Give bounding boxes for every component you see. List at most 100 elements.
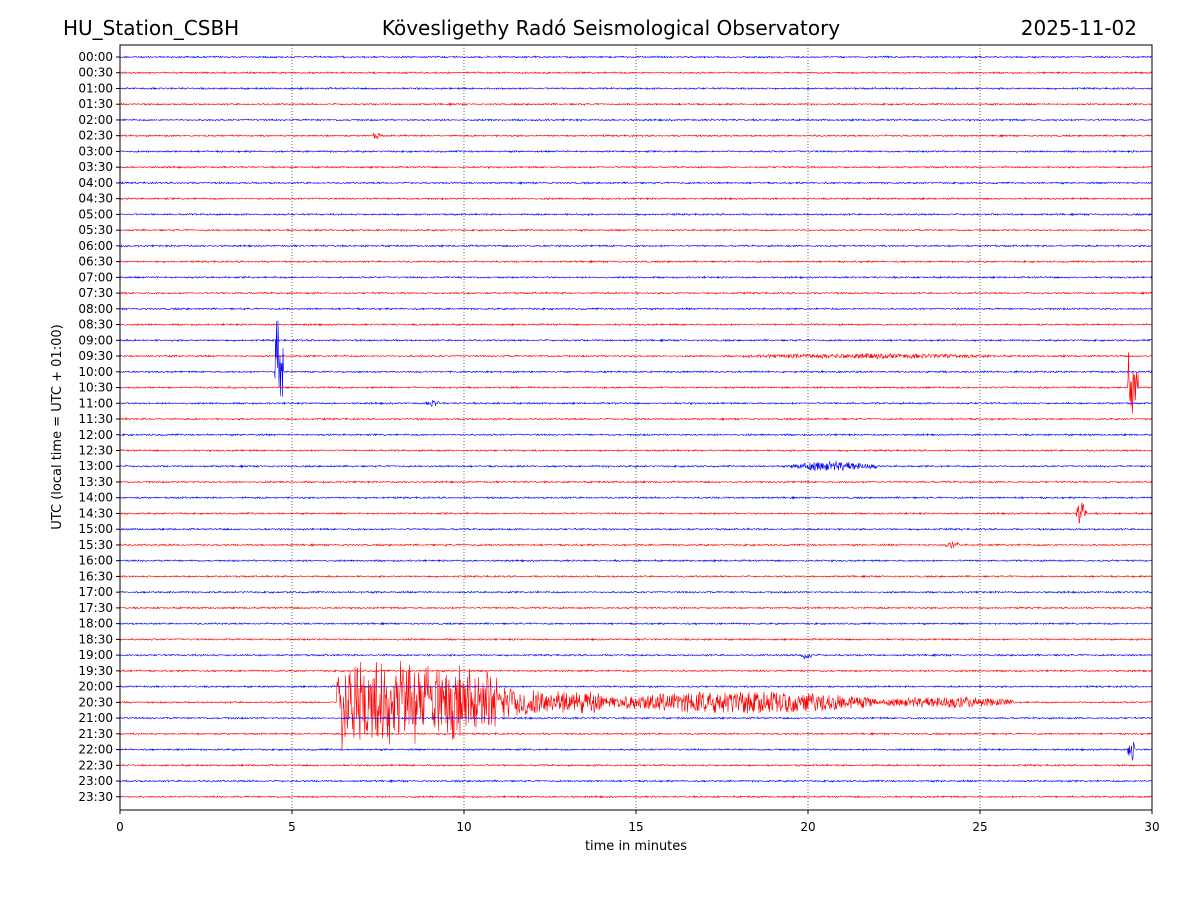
y-tick-label: 18:00: [78, 617, 113, 631]
trace-1130: [119, 417, 1153, 422]
trace-1100: [119, 399, 1152, 407]
trace-0200: [119, 117, 1153, 122]
y-tick-label: 09:00: [78, 333, 113, 347]
y-tick-label: 00:30: [78, 66, 113, 80]
y-tick-label: 10:00: [78, 365, 113, 379]
y-tick-label: 06:30: [78, 255, 113, 269]
trace-1730: [119, 606, 1153, 610]
trace-2000: [119, 684, 1153, 689]
y-tick-label: 20:00: [78, 680, 113, 694]
trace-1930: [119, 668, 1153, 673]
y-tick-label: 20:30: [78, 695, 113, 709]
y-tick-label: 04:30: [78, 192, 113, 206]
trace-0630: [119, 259, 1153, 264]
y-tick-label: 15:30: [78, 538, 113, 552]
y-tick-label: 13:30: [78, 475, 113, 489]
y-tick-label: 06:00: [78, 239, 113, 253]
y-tick-label: 23:00: [78, 774, 113, 788]
y-tick-label: 05:00: [78, 207, 113, 221]
trace-1300: [119, 460, 1153, 472]
x-tick-label: 25: [972, 820, 987, 834]
y-tick-label: 22:30: [78, 758, 113, 772]
y-tick-label: 08:30: [78, 318, 113, 332]
y-tick-label: 15:00: [78, 522, 113, 536]
y-tick-label: 01:00: [78, 81, 113, 95]
trace-1830: [119, 637, 1153, 642]
y-tick-label: 02:30: [78, 129, 113, 143]
y-tick-label: 01:30: [78, 97, 113, 111]
trace-2200: [119, 741, 1153, 762]
y-tick-label: 19:30: [78, 664, 113, 678]
trace-2330: [119, 794, 1153, 799]
trace-2100: [120, 716, 1153, 721]
trace-1500: [119, 527, 1152, 532]
y-tick-label: 10:30: [78, 381, 113, 395]
trace-2300: [119, 779, 1153, 784]
y-tick-label: 17:30: [78, 601, 113, 615]
trace-0330: [119, 165, 1153, 170]
date-title: 2025-11-02: [1021, 16, 1137, 40]
trace-0530: [119, 228, 1153, 232]
trace-0400: [119, 181, 1153, 186]
y-tick-label: 21:00: [78, 711, 113, 725]
trace-0000: [119, 55, 1153, 59]
y-tick-label: 17:00: [78, 585, 113, 599]
y-tick-label: 02:00: [78, 113, 113, 127]
trace-0230: [119, 132, 1153, 140]
trace-0830: [119, 322, 1153, 327]
y-tick-label: 05:30: [78, 223, 113, 237]
y-tick-label: 03:30: [78, 160, 113, 174]
trace-1700: [119, 590, 1153, 595]
y-tick-label: 03:00: [78, 144, 113, 158]
trace-0730: [119, 291, 1153, 296]
trace-0130: [119, 102, 1153, 107]
trace-0500: [120, 212, 1153, 217]
trace-0300: [119, 149, 1153, 154]
trace-1400: [119, 495, 1153, 500]
trace-0030: [119, 70, 1153, 75]
y-tick-label: 13:00: [78, 459, 113, 473]
trace-0800: [119, 307, 1153, 311]
y-tick-label: 12:00: [78, 428, 113, 442]
y-tick-label: 16:30: [78, 569, 113, 583]
trace-0430: [119, 196, 1153, 201]
x-tick-labels: 0 5 10 15 20 25 30: [116, 810, 1160, 834]
x-tick-label: 10: [456, 820, 471, 834]
y-tick-label: 18:30: [78, 632, 113, 646]
chart-title: Kövesligethy Radó Seismological Observat…: [382, 16, 840, 40]
trace-0600: [119, 243, 1153, 248]
y-tick-label: 11:30: [78, 412, 113, 426]
trace-1600: [119, 558, 1153, 563]
y-tick-label: 22:00: [78, 743, 113, 757]
trace-1330: [119, 479, 1153, 484]
plot-frame: [119, 44, 1153, 811]
trace-1000: [119, 320, 1153, 398]
y-tick-label: 16:00: [78, 554, 113, 568]
trace-1900: [119, 653, 1153, 660]
trace-1200: [119, 432, 1153, 437]
y-tick-label: 19:00: [78, 648, 113, 662]
trace-0930: [119, 352, 1153, 360]
traces: [119, 55, 1153, 799]
x-tick-label: 0: [116, 820, 124, 834]
y-tick-label: 14:30: [78, 506, 113, 520]
x-tick-label: 30: [1144, 820, 1159, 834]
x-tick-label: 15: [628, 820, 643, 834]
trace-1030: [120, 352, 1153, 414]
x-axis-label: time in minutes: [585, 839, 687, 854]
y-tick-label: 12:30: [78, 444, 113, 458]
trace-1800: [119, 621, 1153, 626]
y-tick-label: 11:00: [78, 396, 113, 410]
y-tick-label: 07:00: [78, 270, 113, 284]
y-tick-label: 00:00: [78, 50, 113, 64]
trace-2230: [119, 763, 1153, 768]
x-tick-label: 20: [800, 820, 815, 834]
station-title: HU_Station_CSBH: [63, 16, 239, 40]
trace-1230: [119, 448, 1153, 453]
y-tick-label: 07:30: [78, 286, 113, 300]
trace-0100: [119, 86, 1153, 91]
trace-1430: [119, 502, 1153, 524]
trace-1530: [119, 541, 1153, 550]
